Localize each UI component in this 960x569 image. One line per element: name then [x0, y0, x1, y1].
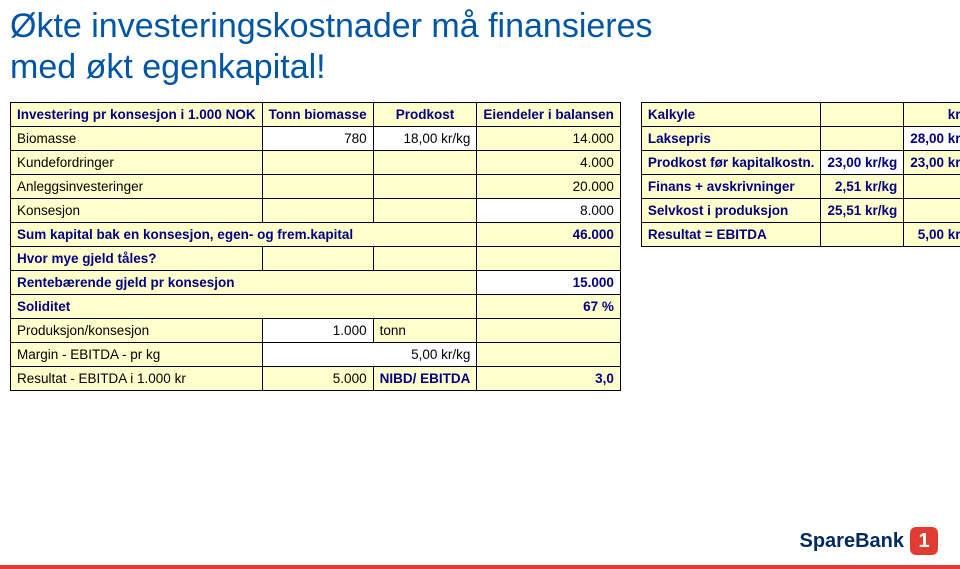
- row-kundefordringer-label: Kundefordringer: [11, 150, 263, 174]
- investment-table: Investering pr konsesjon i 1.000 NOK Ton…: [10, 102, 621, 391]
- row-finans-value: 2,51 kr/kg: [821, 174, 904, 198]
- kalkyle-table: Kalkyle kr/kg Laksepris 28,00 kr/kg Prod…: [641, 102, 960, 247]
- title-line-1: Økte investeringskostnader må finansiere…: [10, 7, 653, 45]
- row-produksjon-unit: tonn: [373, 318, 477, 342]
- row-rentebaerende-value: 15.000: [477, 270, 621, 294]
- empty-cell: [477, 246, 621, 270]
- title-line-2: med økt egenkapital!: [10, 48, 326, 86]
- row-laksepris-value: 28,00 kr/kg: [904, 126, 960, 150]
- row-produksjon-label: Produksjon/konsesjon: [11, 318, 263, 342]
- brand-name: SpareBank: [800, 530, 905, 553]
- empty-cell: [262, 150, 373, 174]
- row-prodkostfor-label: Prodkost før kapitalkostn.: [641, 150, 821, 174]
- empty-cell: [904, 198, 960, 222]
- row-biomasse-tonn: 780: [262, 126, 373, 150]
- row-hvormye-label: Hvor mye gjeld tåles?: [11, 246, 263, 270]
- row-nibd-value: 3,0: [477, 366, 621, 390]
- row-finans-label: Finans + avskrivninger: [641, 174, 821, 198]
- empty-cell: [373, 150, 477, 174]
- empty-cell: [262, 174, 373, 198]
- row-konsesjon-label: Konsesjon: [11, 198, 263, 222]
- page-title: Økte investeringskostnader må finansiere…: [0, 0, 960, 88]
- row-kundefordringer-value: 4.000: [477, 150, 621, 174]
- hdr-kalkyle: Kalkyle: [641, 102, 821, 126]
- empty-cell: [373, 246, 477, 270]
- empty-cell: [904, 174, 960, 198]
- row-margin-value: 5,00 kr/kg: [262, 342, 477, 366]
- row-resultat-label: Resultat - EBITDA i 1.000 kr: [11, 366, 263, 390]
- row-biomasse-value: 14.000: [477, 126, 621, 150]
- row-soliditet-value: 67 %: [477, 294, 621, 318]
- row-sumkapital-label: Sum kapital bak en konsesjon, egen- og f…: [11, 222, 477, 246]
- row-konsesjon-value: 8.000: [477, 198, 621, 222]
- brand-badge-icon: 1: [910, 527, 938, 555]
- row-resultat-value: 5.000: [262, 366, 373, 390]
- row-biomasse-label: Biomasse: [11, 126, 263, 150]
- row-laksepris-label: Laksepris: [641, 126, 821, 150]
- empty-cell: [821, 102, 904, 126]
- hdr-prodkost: Prodkost: [373, 102, 477, 126]
- row-selvkost-value: 25,51 kr/kg: [821, 198, 904, 222]
- row-soliditet-label: Soliditet: [11, 294, 477, 318]
- empty-cell: [477, 342, 621, 366]
- tables-container: Investering pr konsesjon i 1.000 NOK Ton…: [0, 88, 960, 391]
- row-anleggs-value: 20.000: [477, 174, 621, 198]
- row-resultat-ebitda-value: 5,00 kr/kg: [904, 222, 960, 246]
- row-sumkapital-value: 46.000: [477, 222, 621, 246]
- row-nibd-label: NIBD/ EBITDA: [373, 366, 477, 390]
- row-resultat-ebitda-label: Resultat = EBITDA: [641, 222, 821, 246]
- row-prodkostfor-b: 23,00 kr/kg: [821, 150, 904, 174]
- empty-cell: [821, 126, 904, 150]
- row-prodkostfor-c: 23,00 kr/kg: [904, 150, 960, 174]
- row-anleggs-label: Anleggsinvesteringer: [11, 174, 263, 198]
- hdr-tonn: Tonn biomasse: [262, 102, 373, 126]
- row-margin-label: Margin - EBITDA - pr kg: [11, 342, 263, 366]
- empty-cell: [373, 174, 477, 198]
- empty-cell: [262, 246, 373, 270]
- row-produksjon-value: 1.000: [262, 318, 373, 342]
- row-biomasse-prodkost: 18,00 kr/kg: [373, 126, 477, 150]
- footer-accent-bar: [0, 565, 960, 569]
- empty-cell: [477, 318, 621, 342]
- empty-cell: [262, 198, 373, 222]
- brand-logo: SpareBank 1: [800, 527, 939, 555]
- empty-cell: [821, 222, 904, 246]
- hdr-krkg: kr/kg: [904, 102, 960, 126]
- row-rentebaerende-label: Rentebærende gjeld pr konsesjon: [11, 270, 477, 294]
- row-selvkost-label: Selvkost i produksjon: [641, 198, 821, 222]
- hdr-eiendeler: Eiendeler i balansen: [477, 102, 621, 126]
- empty-cell: [373, 198, 477, 222]
- hdr-investment: Investering pr konsesjon i 1.000 NOK: [11, 102, 263, 126]
